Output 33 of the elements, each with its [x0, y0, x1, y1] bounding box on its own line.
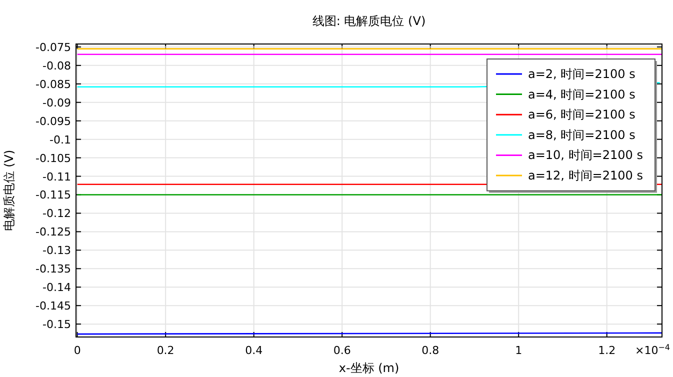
y-axis-title: 电解质电位 (V): [2, 150, 16, 232]
y-tick-label: -0.12: [42, 207, 71, 220]
y-tick-label: -0.115: [36, 188, 71, 202]
legend-label: a=10, 时间=2100 s: [528, 148, 643, 162]
y-tick-label: -0.15: [42, 318, 71, 332]
x-tick-label: 1.2: [598, 344, 616, 357]
x-axis-title: x-坐标 (m): [338, 361, 400, 375]
x-tick-label: 0.2: [156, 344, 174, 357]
legend-label: a=2, 时间=2100 s: [528, 67, 636, 81]
y-tick-label: -0.09: [42, 96, 71, 110]
y-tick-label: -0.11: [42, 170, 71, 184]
legend-label: a=12, 时间=2100 s: [528, 168, 643, 182]
y-tick-label: -0.085: [36, 78, 71, 91]
y-tick-label: -0.1: [50, 133, 71, 146]
y-tick-label: -0.075: [36, 40, 71, 54]
x-tick-label: 0.4: [245, 344, 263, 357]
y-tick-label: -0.105: [36, 152, 71, 165]
y-tick-label: -0.08: [42, 59, 71, 72]
legend-label: a=6, 时间=2100 s: [528, 108, 636, 122]
y-tick-label: -0.125: [36, 226, 71, 239]
chart-title: 线图: 电解质电位 (V): [312, 14, 426, 28]
y-tick-label: -0.13: [42, 244, 71, 258]
text: ×10$^{−4}$: [634, 342, 670, 357]
legend-label: a=8, 时间=2100 s: [528, 128, 636, 142]
x-tick-label: 0: [74, 344, 81, 357]
y-tick-label: -0.135: [36, 262, 71, 276]
x-tick-label: 0.8: [422, 344, 440, 357]
x-tick-label: 0.6: [333, 344, 351, 357]
legend-label: a=4, 时间=2100 s: [528, 87, 636, 102]
y-tick-label: -0.145: [36, 300, 71, 313]
x-tick-label: 1: [515, 344, 522, 357]
y-tick-label: -0.095: [36, 114, 71, 128]
y-tick-label: -0.14: [42, 281, 71, 294]
